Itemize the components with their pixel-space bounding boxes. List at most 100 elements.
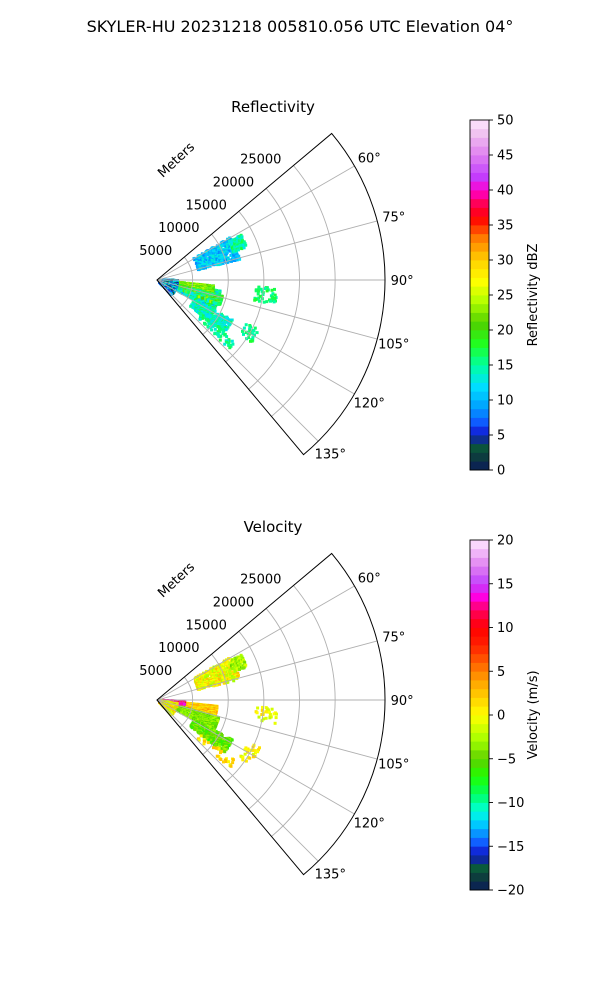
echo-cell	[241, 329, 244, 333]
azimuth-tick-label: 120°	[354, 397, 385, 412]
echo-cell	[181, 291, 185, 295]
range-ring	[202, 233, 229, 335]
echo-cell	[218, 338, 222, 342]
echo-cell	[263, 287, 267, 291]
colorbar-band	[470, 277, 489, 287]
echo-cell	[225, 740, 229, 744]
echo-cell	[265, 286, 269, 290]
echo-cell	[202, 254, 206, 258]
echo-cell	[235, 236, 239, 240]
echo-cell	[204, 266, 207, 270]
colorbar-tick-label: 15	[497, 359, 514, 374]
echo-cell	[255, 331, 259, 335]
colorbar-band	[470, 408, 489, 418]
echo-cell	[273, 293, 277, 297]
echo-cell	[237, 254, 241, 258]
radial-tick-label: 20000	[213, 175, 254, 190]
echo-cell	[252, 329, 256, 333]
echo-cell	[205, 253, 209, 257]
echo-cell	[201, 296, 205, 300]
echo-cell	[241, 243, 245, 247]
colorbar-band	[470, 190, 489, 200]
radial-tick-label: 15000	[186, 198, 227, 213]
echo-cell	[216, 302, 220, 306]
echo-cell	[218, 290, 222, 294]
echo-cell	[209, 672, 213, 676]
colorbar-band	[470, 120, 489, 130]
echo-cell	[221, 261, 225, 265]
echo-cell	[189, 296, 193, 300]
colorbar-band	[470, 216, 489, 226]
azimuth-tick-label: 90°	[391, 274, 414, 289]
echo-cell	[216, 330, 220, 334]
echo-cell	[176, 709, 180, 713]
colorbar-band	[470, 461, 489, 471]
echo-cell	[270, 288, 274, 292]
echo-cell	[225, 252, 228, 256]
echo-cell	[213, 332, 217, 336]
colorbar-band	[470, 295, 489, 305]
figure-title: SKYLER-HU 20231218 005810.056 UTC Elevat…	[87, 17, 514, 36]
echo-cell	[221, 666, 225, 670]
colorbar-label: Reflectivity dBZ	[526, 244, 541, 347]
echo-cell	[224, 254, 228, 258]
azimuth-tick-label: 75°	[382, 211, 405, 226]
echo-cell	[202, 735, 206, 739]
azimuth-spoke	[156, 279, 319, 442]
echo-cell	[193, 293, 197, 297]
radial-tick-label: 10000	[158, 221, 199, 236]
echo-cell	[225, 335, 229, 339]
echo-cell	[224, 328, 228, 332]
radial-axis-label: Meters	[155, 140, 198, 181]
echo-cell	[265, 300, 269, 304]
radial-tick-label: 25000	[240, 153, 281, 168]
echo-cell	[227, 341, 231, 345]
echo-cell	[202, 316, 206, 320]
colorbar-band	[470, 207, 489, 217]
echo-cell	[198, 317, 202, 321]
echo-cell	[209, 734, 213, 738]
echo-cell	[187, 291, 191, 295]
colorbar-band	[470, 233, 489, 243]
range-ring	[225, 211, 265, 363]
echo-cell	[198, 267, 202, 271]
range-ring	[271, 165, 336, 417]
sector-frame	[156, 132, 386, 456]
echo-cell	[234, 249, 238, 253]
echo-cell	[221, 740, 225, 744]
echo-cell	[201, 266, 205, 270]
echo-cell	[247, 336, 251, 340]
echo-cell	[249, 339, 252, 343]
echo-cell	[211, 324, 215, 328]
colorbar-band	[470, 382, 489, 392]
echo-cell	[225, 240, 229, 244]
echo-cell	[220, 317, 223, 321]
echo-cell	[257, 286, 261, 290]
chart-panel-1: Reflectivity60°75°90°105°120°135°5000100…	[139, 98, 541, 479]
echo-cell	[217, 334, 221, 338]
echo-cell	[205, 724, 209, 728]
echo-cell	[242, 326, 246, 330]
colorbar-band	[470, 198, 489, 208]
echo-cell	[226, 260, 230, 264]
echo-cell	[192, 297, 196, 301]
echo-cell	[227, 249, 231, 253]
echo-cell	[197, 295, 201, 299]
colorbar-band	[470, 452, 489, 462]
colorbar-band	[470, 365, 489, 375]
echo-cell	[218, 327, 222, 331]
echo-cell	[216, 322, 220, 326]
echo-cell	[210, 314, 214, 318]
echo-cell	[228, 670, 232, 674]
echo-cell	[257, 299, 261, 303]
colorbar-band	[470, 321, 489, 331]
echo-cell	[253, 326, 257, 330]
echo-cell	[194, 261, 198, 265]
echo-cell	[189, 716, 193, 720]
echo-cell	[191, 305, 195, 309]
chart-title: Velocity	[244, 518, 303, 536]
colorbar-band	[470, 163, 489, 173]
echo-cell	[234, 256, 237, 260]
echo-cell	[199, 315, 202, 319]
